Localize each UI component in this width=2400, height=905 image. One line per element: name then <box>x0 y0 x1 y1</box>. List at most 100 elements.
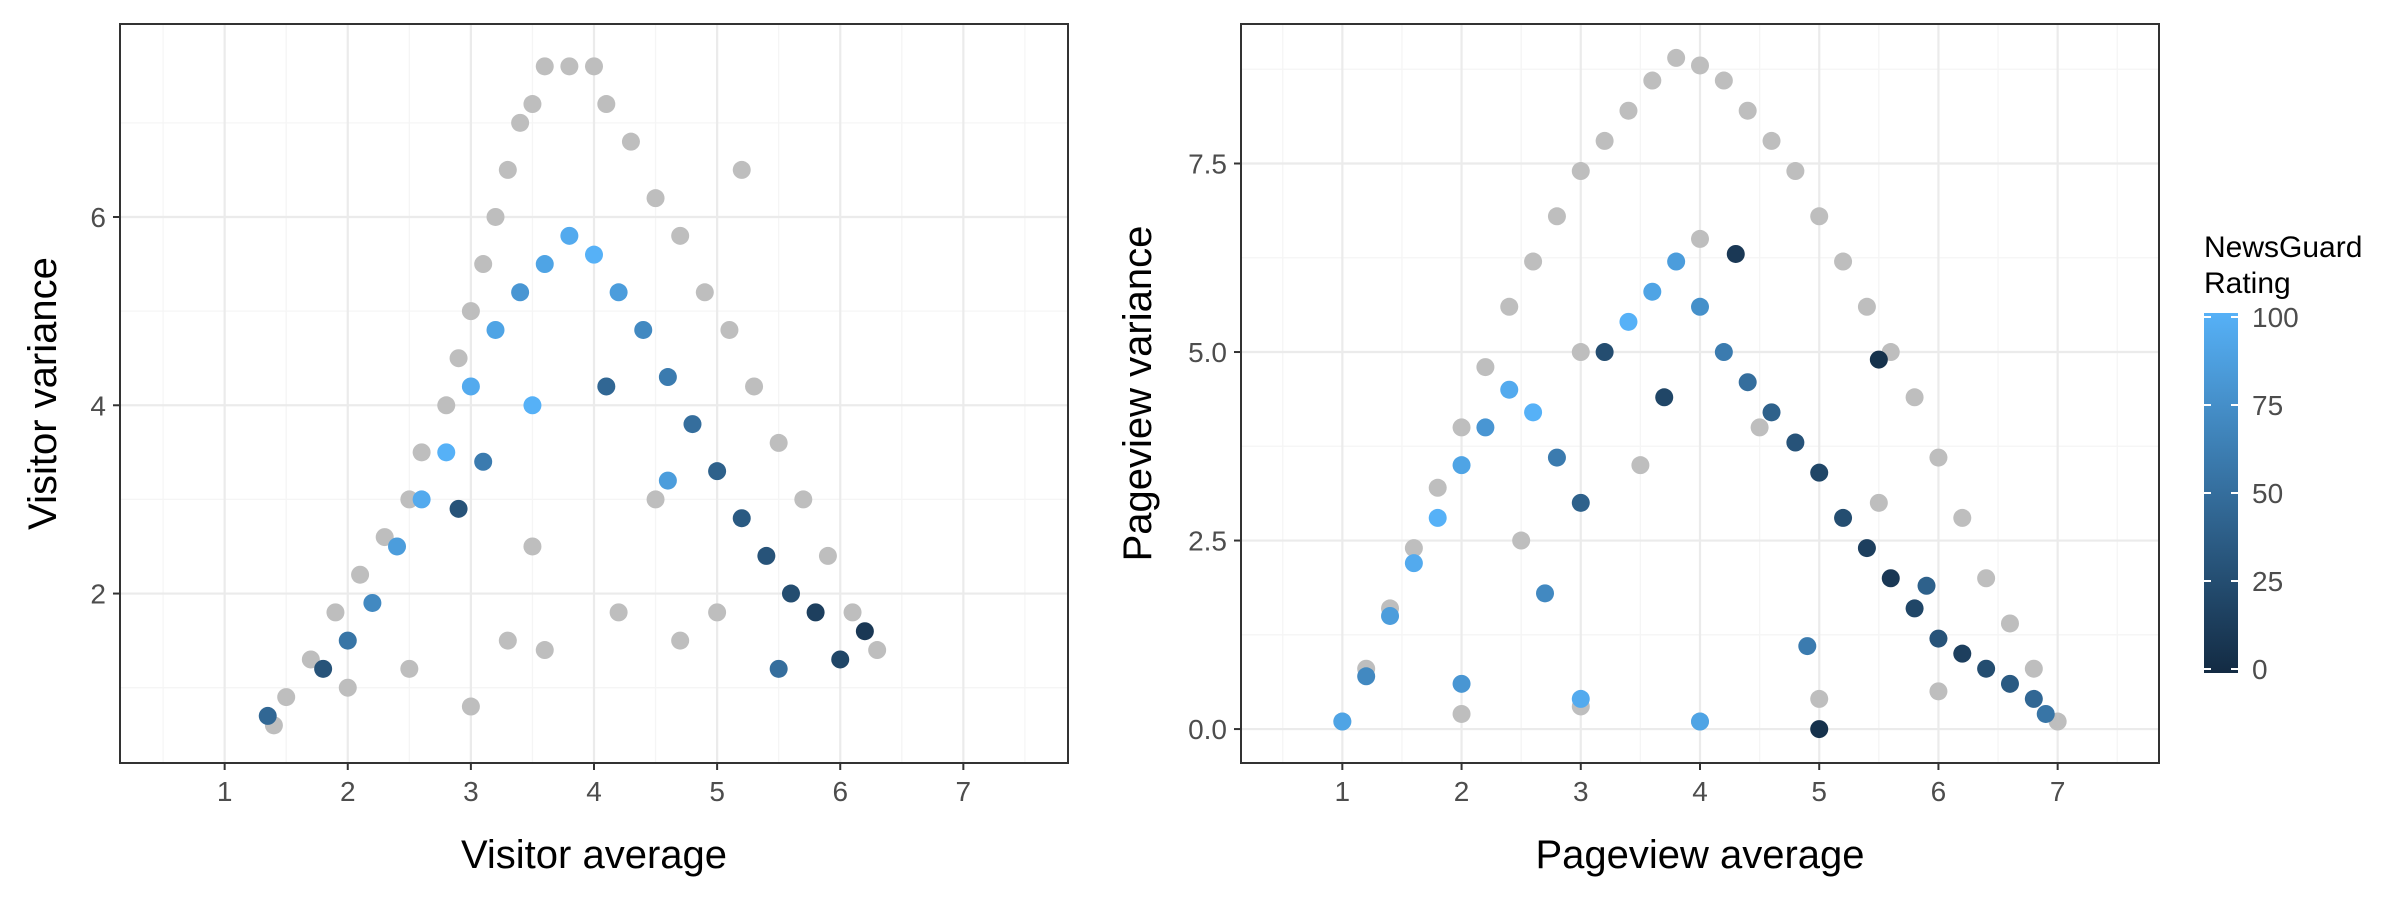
y-tick-label: 5.0 <box>1188 337 1227 368</box>
data-point-rated <box>338 631 357 650</box>
data-point-grey <box>1571 162 1590 181</box>
legend-tick-label: 0 <box>2252 654 2268 685</box>
data-point-grey <box>2000 614 2019 633</box>
data-point-grey <box>1571 343 1590 362</box>
data-point-grey <box>1452 704 1471 723</box>
data-point-grey <box>511 113 530 132</box>
data-point-grey <box>609 603 628 622</box>
data-point-rated <box>1881 569 1900 588</box>
data-point-grey <box>449 349 468 368</box>
data-point-rated <box>1404 554 1423 573</box>
x-tick-label: 2 <box>1454 776 1470 807</box>
data-point-rated <box>1357 667 1376 686</box>
legend-tick-label: 25 <box>2252 566 2283 597</box>
data-point-rated <box>1929 629 1948 648</box>
data-point-grey <box>671 631 690 650</box>
data-point-grey <box>868 641 887 660</box>
data-point-grey <box>1929 682 1948 701</box>
data-point-grey <box>277 688 296 707</box>
data-point-grey <box>1869 493 1888 512</box>
data-point-grey <box>1643 71 1662 90</box>
data-point-grey <box>1476 358 1495 377</box>
x-tick-label: 2 <box>340 776 356 807</box>
data-point-grey <box>1953 508 1972 527</box>
data-point-rated <box>1834 508 1853 527</box>
data-point-rated <box>523 396 542 415</box>
data-point-grey <box>1857 297 1876 316</box>
data-point-rated <box>597 377 616 396</box>
data-point-grey <box>2024 659 2043 678</box>
data-point-rated <box>474 452 493 471</box>
data-point-grey <box>695 283 714 302</box>
data-point-grey <box>1619 101 1638 120</box>
x-tick-label: 1 <box>217 776 233 807</box>
data-point-grey <box>474 255 493 274</box>
legend-title-line: Rating <box>2204 267 2291 300</box>
data-point-rated <box>1917 576 1936 595</box>
data-point-rated <box>1452 456 1471 475</box>
x-tick-label: 5 <box>1811 776 1827 807</box>
data-point-rated <box>412 490 431 509</box>
data-point-grey <box>1524 252 1543 271</box>
legend-tick-label: 75 <box>2252 390 2283 421</box>
data-point-grey <box>646 490 665 509</box>
data-point-rated <box>806 603 825 622</box>
data-point-grey <box>1428 478 1447 497</box>
data-point-rated <box>1536 584 1555 603</box>
data-point-grey <box>843 603 862 622</box>
data-point-rated <box>1786 433 1805 452</box>
data-point-grey <box>621 132 640 151</box>
x-tick-label: 1 <box>1335 776 1351 807</box>
data-point-grey <box>585 57 603 76</box>
data-point-rated <box>1547 448 1566 467</box>
data-point-rated <box>258 706 277 725</box>
data-point-rated <box>2036 704 2055 723</box>
y-tick-label: 0.0 <box>1188 714 1227 745</box>
data-point-grey <box>461 302 480 321</box>
data-point-rated <box>535 255 554 274</box>
data-point-grey <box>1738 101 1757 120</box>
data-point-rated <box>1643 282 1662 301</box>
y-axis-title: Pageview variance <box>1116 226 1160 562</box>
data-point-rated <box>708 462 727 481</box>
data-point-grey <box>523 95 542 114</box>
data-point-grey <box>412 443 431 462</box>
y-tick-label: 4 <box>90 390 106 421</box>
data-point-rated <box>1667 252 1686 271</box>
data-point-rated <box>1810 720 1829 739</box>
x-axis-title: Pageview average <box>1535 833 1864 877</box>
data-point-rated <box>1726 244 1745 263</box>
data-point-grey <box>1977 569 1996 588</box>
data-point-rated <box>1810 463 1829 482</box>
data-point-grey <box>720 320 739 339</box>
data-point-grey <box>1929 448 1948 467</box>
data-point-rated <box>1428 508 1447 527</box>
data-point-rated <box>1571 689 1590 708</box>
x-tick-label: 7 <box>956 776 972 807</box>
data-point-grey <box>535 57 554 76</box>
data-point-grey <box>1810 207 1829 226</box>
data-point-rated <box>609 283 628 302</box>
data-point-grey <box>1404 539 1423 558</box>
panel-visitor: 1 2 3 4 5 6 7 2 4 6 Visitor average Visitor varianc… <box>21 23 1069 877</box>
data-point-rated <box>1714 343 1733 362</box>
data-point-rated <box>634 320 653 339</box>
data-point-grey <box>745 377 764 396</box>
data-point-grey <box>1810 689 1829 708</box>
data-point-rated <box>511 283 530 302</box>
data-point-grey <box>301 650 320 669</box>
data-point-rated <box>1476 418 1495 437</box>
data-point-grey <box>671 226 690 245</box>
data-point-rated <box>658 368 677 387</box>
x-tick-label: 3 <box>1573 776 1589 807</box>
x-tick-label: 4 <box>1692 776 1708 807</box>
data-point-grey <box>732 160 751 179</box>
y-axis-title: Visitor variance <box>21 257 65 530</box>
data-point-grey <box>461 697 480 716</box>
data-point-rated <box>585 245 603 264</box>
data-point-rated <box>831 650 850 669</box>
data-point-rated <box>2024 689 2043 708</box>
data-point-rated <box>1798 637 1817 656</box>
